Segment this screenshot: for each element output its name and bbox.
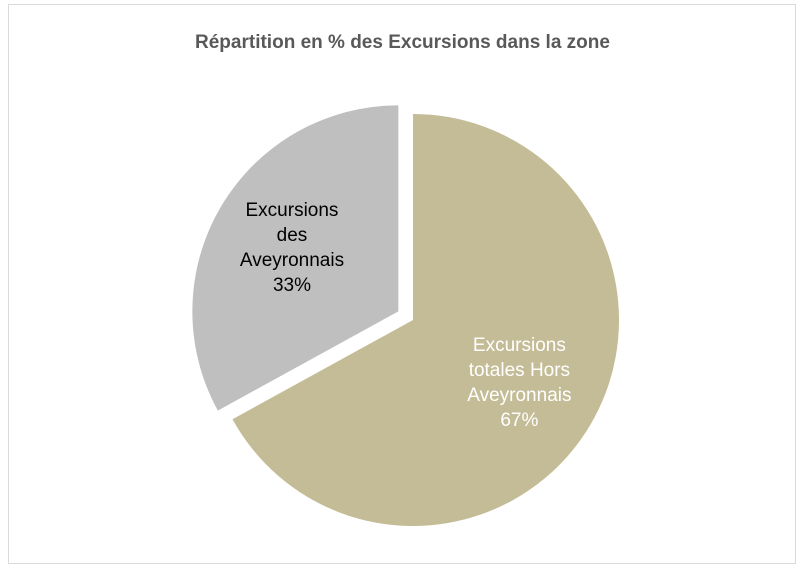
chart: Répartition en % des Excursions dans la …: [8, 4, 796, 564]
slice-label: Excursions des Aveyronnais 33%: [231, 198, 353, 298]
slice-category: Excursions totales Hors Aveyronnais: [467, 334, 572, 406]
slice-label: Excursions totales Hors Aveyronnais 67%: [450, 333, 588, 433]
pie-slice: [192, 105, 399, 411]
slice-category: Excursions des Aveyronnais: [239, 200, 345, 272]
slice-value: 33%: [272, 275, 311, 297]
pie-slice: [232, 114, 619, 526]
pie-area: [192, 105, 619, 526]
chart-title: Répartition en % des Excursions dans la …: [195, 32, 610, 53]
slice-value: 67%: [500, 409, 539, 431]
